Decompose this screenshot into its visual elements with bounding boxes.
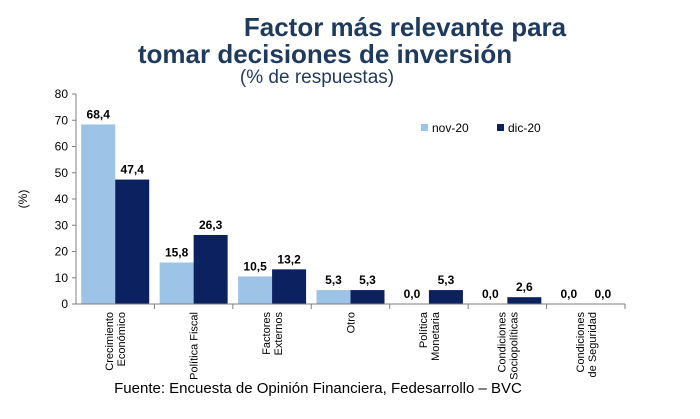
- category-label-2: Factores Externos: [261, 312, 285, 356]
- y-tick-label: 40: [55, 192, 69, 206]
- category-label-4: Política Monetaria: [418, 311, 442, 361]
- y-tick-label: 80: [55, 87, 69, 101]
- category-label-line: Crecimiento: [104, 312, 116, 371]
- chart-title-line1: Factor más relevante para: [244, 12, 567, 42]
- category-label-line: Condiciones: [496, 312, 508, 373]
- bar-dic-20-0: [115, 179, 150, 304]
- bar-dic-20-2: [272, 269, 307, 304]
- data-label-dic-20-5: 2,6: [516, 280, 533, 294]
- category-label-line: Política Fiscal: [189, 312, 201, 380]
- bar-dic-20-1: [193, 234, 228, 304]
- y-tick-label: 50: [55, 166, 69, 180]
- legend-label-nov-20: nov-20: [432, 121, 469, 135]
- y-tick-label: 30: [55, 218, 69, 232]
- y-tick-label: 20: [55, 245, 69, 259]
- bar-dic-20-5: [507, 297, 542, 304]
- chart-subtitle: (% de respuestas): [240, 67, 394, 88]
- bar-dic-20-4: [428, 290, 463, 304]
- category-label-line: Económico: [116, 312, 128, 366]
- legend: nov-20 dic-20: [421, 121, 541, 135]
- bar-nov-20-2: [238, 276, 273, 304]
- data-label-dic-20-4: 5,3: [438, 273, 455, 287]
- x-axis: Crecimiento Económico Política Fiscal Facto…: [76, 303, 626, 380]
- legend-swatch-nov-20: [421, 124, 428, 131]
- data-label-dic-20-0: 47,4: [121, 163, 145, 177]
- data-label-nov-20-1: 15,8: [165, 246, 189, 260]
- data-label-nov-20-0: 68,4: [87, 107, 111, 121]
- source-note: Fuente: Encuesta de Opinión Financiera, …: [114, 380, 522, 397]
- data-label-dic-20-1: 26,3: [199, 218, 223, 232]
- data-label-dic-20-2: 13,2: [277, 252, 301, 266]
- bar-nov-20-1: [159, 262, 194, 304]
- data-label-nov-20-4: 0,0: [404, 287, 421, 301]
- y-tick-label: 0: [61, 297, 68, 311]
- legend-swatch-dic-20: [497, 124, 504, 131]
- data-label-dic-20-3: 5,3: [359, 273, 376, 287]
- category-label-line: Monetaria: [430, 311, 442, 361]
- category-label-line: de Seguridad: [587, 312, 599, 377]
- y-tick-label: 10: [55, 271, 69, 285]
- category-label-line: Factores: [261, 312, 273, 355]
- data-labels: 68,4 47,4 15,8 26,3 10,5 13,2 5,3 5,3 0,0 5,3 0,0 2…: [87, 107, 612, 301]
- category-label-3: Otro: [346, 312, 358, 333]
- bar-nov-20-0: [81, 124, 116, 304]
- y-axis-label: (%): [16, 190, 30, 209]
- data-label-nov-20-3: 5,3: [325, 273, 342, 287]
- y-tick-label: 60: [55, 140, 69, 154]
- data-label-nov-20-5: 0,0: [482, 287, 499, 301]
- category-label-line: Política: [418, 311, 430, 348]
- category-label-5: Condiciones Sociopolíticas: [496, 312, 520, 380]
- legend-label-dic-20: dic-20: [508, 121, 541, 135]
- category-label-line: Externos: [273, 312, 285, 356]
- category-label-line: Otro: [346, 312, 358, 333]
- y-tick-label: 70: [55, 113, 69, 127]
- bar-dic-20-3: [350, 290, 385, 304]
- chart-title-line2: tomar decisiones de inversión: [138, 39, 512, 69]
- category-label-line: Sociopolíticas: [508, 312, 520, 380]
- category-label-line: Condiciones: [575, 312, 587, 373]
- bar-nov-20-3: [316, 290, 351, 304]
- category-label-6: Condiciones de Seguridad: [575, 312, 599, 378]
- category-label-0: Crecimiento Económico: [104, 312, 128, 371]
- data-label-dic-20-6: 0,0: [594, 287, 611, 301]
- y-axis: 0 10 20 30 40 50 60 70 80: [55, 87, 77, 311]
- category-label-1: Política Fiscal: [189, 312, 201, 380]
- bars: [81, 124, 542, 304]
- data-label-nov-20-2: 10,5: [243, 259, 267, 273]
- data-label-nov-20-6: 0,0: [560, 287, 577, 301]
